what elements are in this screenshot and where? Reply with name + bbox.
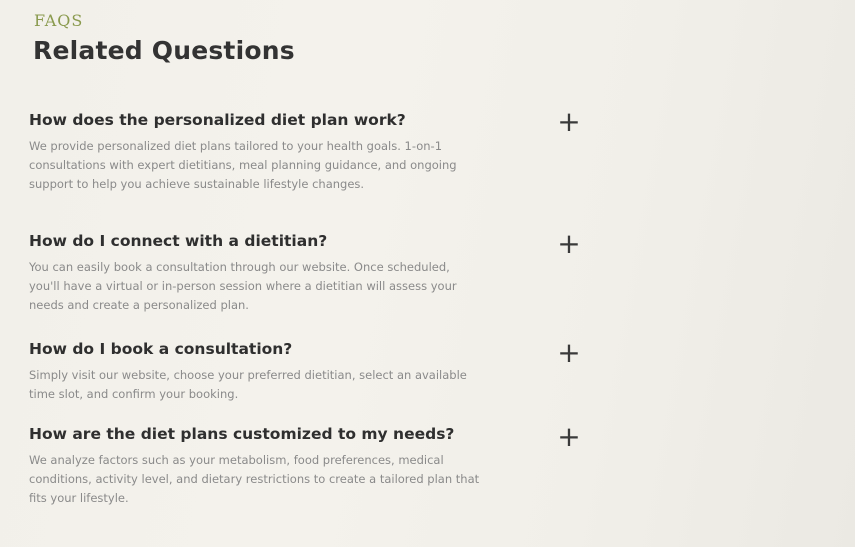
- faq-item: How are the diet plans customized to my …: [29, 425, 599, 508]
- faq-item: How do I book a consultation? Simply vis…: [29, 340, 599, 404]
- faq-question[interactable]: How are the diet plans customized to my …: [29, 425, 455, 443]
- expand-plus-icon[interactable]: +: [553, 228, 585, 260]
- faq-item: How do I connect with a dietitian? You c…: [29, 232, 599, 315]
- faq-answer: We analyze factors such as your metaboli…: [29, 453, 480, 505]
- faq-question[interactable]: How do I book a consultation?: [29, 340, 293, 358]
- expand-plus-icon[interactable]: +: [553, 337, 585, 369]
- faq-item: How does the personalized diet plan work…: [29, 111, 599, 194]
- faq-question[interactable]: How do I connect with a dietitian?: [29, 232, 328, 250]
- faq-question[interactable]: How does the personalized diet plan work…: [29, 111, 406, 129]
- page-title: Related Questions: [33, 36, 295, 65]
- section-eyebrow: FAQS: [34, 11, 84, 30]
- expand-plus-icon[interactable]: +: [553, 106, 585, 138]
- expand-plus-icon[interactable]: +: [553, 421, 585, 453]
- faq-answer: You can easily book a consultation throu…: [29, 260, 457, 312]
- faq-answer: We provide personalized diet plans tailo…: [29, 139, 457, 191]
- faq-answer: Simply visit our website, choose your pr…: [29, 368, 467, 401]
